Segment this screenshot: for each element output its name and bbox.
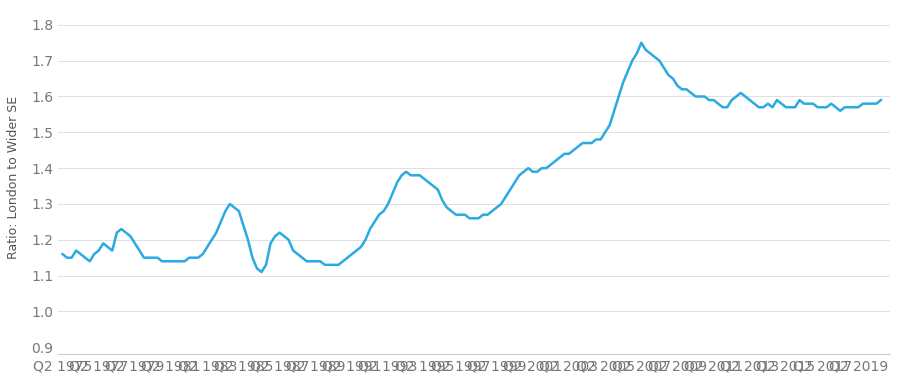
Y-axis label: Ratio: London to Wider SE: Ratio: London to Wider SE [7, 95, 20, 259]
